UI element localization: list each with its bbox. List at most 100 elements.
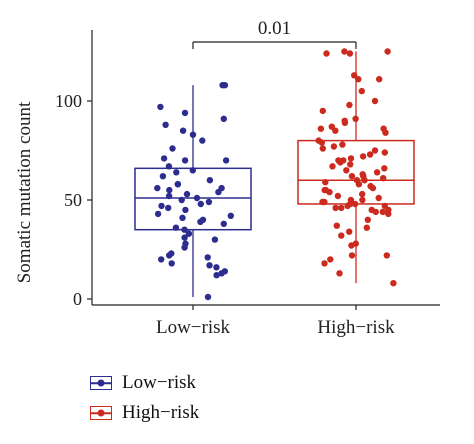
data-point <box>213 264 220 271</box>
data-point <box>211 236 219 243</box>
data-point <box>327 256 334 263</box>
data-point <box>361 177 368 184</box>
data-point <box>363 224 370 231</box>
data-point <box>157 103 164 111</box>
data-point <box>344 202 351 210</box>
data-point <box>173 169 180 176</box>
data-point <box>341 119 349 127</box>
data-point <box>346 50 354 57</box>
data-point <box>347 155 355 162</box>
data-point <box>359 196 366 204</box>
data-point <box>181 226 188 233</box>
data-point <box>382 129 389 136</box>
data-point <box>185 230 193 237</box>
data-point <box>347 161 354 168</box>
data-point <box>213 272 220 279</box>
data-point <box>379 208 386 216</box>
data-point <box>323 50 330 57</box>
data-point <box>162 121 169 128</box>
y-axis-label: Somatic mutation count <box>14 101 35 283</box>
x-tick-label: Low−risk <box>156 317 231 338</box>
data-point <box>165 163 173 170</box>
data-point <box>348 252 356 259</box>
box-rect <box>297 139 415 205</box>
data-point <box>334 192 342 200</box>
legend-item-low-risk: Low−risk <box>90 368 199 398</box>
data-point <box>322 179 329 186</box>
data-point <box>332 127 339 134</box>
data-point <box>318 139 325 146</box>
data-point <box>317 125 325 132</box>
legend-key-high-risk <box>90 406 112 420</box>
data-point <box>169 145 176 152</box>
legend-label-high-risk: High−risk <box>122 402 200 423</box>
data-point <box>351 72 358 79</box>
y-tick-label: 50 <box>64 190 82 210</box>
data-point <box>371 147 379 154</box>
data-point <box>358 87 365 95</box>
data-point <box>158 256 165 263</box>
legend-item-high-risk: High−risk <box>90 398 199 428</box>
legend: Low−risk High−risk <box>90 368 199 428</box>
data-point <box>319 198 326 206</box>
y-tick-label: 0 <box>73 289 82 309</box>
data-point <box>220 220 227 227</box>
data-point <box>326 188 333 196</box>
p-value-label: 0.01 <box>258 18 291 39</box>
data-point <box>351 200 359 208</box>
data-point <box>381 149 388 156</box>
data-point <box>355 181 363 188</box>
data-point <box>369 184 377 192</box>
data-point <box>220 115 227 123</box>
data-point <box>338 232 345 239</box>
data-point <box>384 48 391 55</box>
data-point <box>166 252 173 259</box>
data-point <box>159 173 167 180</box>
data-point <box>174 181 181 188</box>
y-tick-label: 100 <box>55 91 82 111</box>
data-point <box>154 210 162 218</box>
legend-key-dot <box>97 379 105 387</box>
data-point <box>338 204 345 212</box>
data-point <box>189 131 197 138</box>
data-point <box>385 210 392 218</box>
data-point <box>319 107 326 115</box>
data-point <box>206 177 214 184</box>
data-point <box>341 48 348 55</box>
x-tick-label: High−risk <box>317 317 395 338</box>
data-point <box>179 127 187 134</box>
data-point <box>339 141 346 148</box>
data-point <box>181 109 189 117</box>
data-point <box>193 194 201 202</box>
data-point <box>197 200 204 208</box>
data-point <box>380 175 387 182</box>
data-point <box>181 234 188 241</box>
data-point <box>158 202 165 210</box>
data-point <box>359 153 367 160</box>
data-point <box>165 204 172 212</box>
data-point <box>359 190 366 198</box>
data-point <box>218 270 225 277</box>
data-point <box>376 76 383 83</box>
data-point <box>166 186 173 194</box>
box-rect <box>134 167 252 231</box>
data-point <box>189 167 196 174</box>
data-point <box>160 155 168 162</box>
data-point <box>222 157 230 164</box>
data-point <box>330 143 338 150</box>
data-point <box>373 169 381 176</box>
data-point <box>168 260 175 267</box>
data-point <box>205 198 213 206</box>
data-point <box>337 159 344 166</box>
data-point <box>355 76 362 83</box>
data-point <box>343 167 350 174</box>
data-point <box>183 190 191 198</box>
data-point <box>346 228 353 235</box>
data-point <box>172 224 180 231</box>
legend-label-low-risk: Low−risk <box>122 372 197 393</box>
points <box>154 48 397 301</box>
data-point <box>348 173 356 180</box>
significance-annotation: 0.01 <box>192 18 357 49</box>
data-point <box>390 280 397 287</box>
data-point <box>346 101 353 109</box>
